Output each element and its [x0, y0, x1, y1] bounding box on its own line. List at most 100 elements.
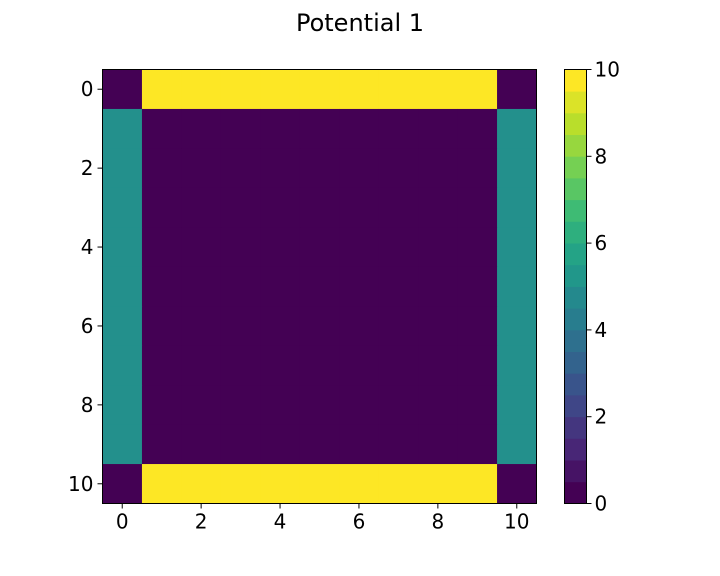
heatmap-cell	[260, 345, 301, 386]
heatmap-cell	[497, 385, 537, 425]
colorbar-level	[564, 156, 587, 179]
heatmap-cell	[102, 227, 143, 268]
heatmap-cell	[497, 266, 537, 307]
heatmap-cell	[181, 227, 222, 268]
heatmap-cell	[378, 345, 419, 386]
heatmap-cell	[418, 227, 458, 268]
colorbar-frame	[564, 69, 587, 504]
x-tick-label: 6	[353, 510, 366, 534]
heatmap-cell	[181, 464, 222, 504]
heatmap-cell	[181, 266, 222, 307]
heatmap-cell	[299, 69, 340, 110]
heatmap-cell	[497, 148, 537, 189]
heatmap-cell	[299, 187, 340, 228]
colorbar-level	[564, 395, 587, 418]
heatmap-cell	[378, 69, 419, 110]
heatmap-cell	[181, 345, 222, 386]
heatmap-cell	[339, 227, 380, 268]
heatmap-cell	[378, 464, 419, 504]
heatmap-cell	[220, 306, 261, 347]
heatmap-cell	[457, 266, 498, 307]
heatmap-cell	[497, 187, 537, 228]
heatmap-cell	[418, 464, 458, 504]
heatmap-cell	[299, 306, 340, 347]
heatmap-cell	[457, 148, 498, 189]
plot-frame	[102, 69, 537, 504]
heatmap-cell	[497, 464, 537, 504]
heatmap-cell	[457, 306, 498, 347]
heatmap-cell	[220, 227, 261, 268]
heatmap-cell	[457, 464, 498, 504]
heatmap-cell	[418, 187, 458, 228]
heatmap-cell	[260, 148, 301, 189]
heatmap-cell	[339, 148, 380, 189]
heatmap-cell	[339, 266, 380, 307]
heatmap-cell	[418, 266, 458, 307]
heatmap-cell	[497, 108, 537, 149]
y-tick-label: 4	[81, 235, 94, 259]
heatmap-cell	[299, 266, 340, 307]
colorbar-level	[564, 112, 587, 135]
heatmap-cell	[220, 69, 261, 110]
heatmap-cell	[339, 464, 380, 504]
colorbar-level	[564, 243, 587, 266]
heatmap-cell	[220, 424, 261, 465]
heatmap-cell	[141, 108, 182, 149]
heatmap-cell	[299, 227, 340, 268]
heatmap-cell	[141, 385, 182, 425]
colorbar-tick-label: 8	[595, 144, 608, 168]
heatmap-cell	[457, 345, 498, 386]
y-tick-label: 10	[68, 472, 93, 496]
heatmap-cell	[418, 306, 458, 347]
heatmap-cell	[102, 306, 143, 347]
colorbar-level	[564, 199, 587, 222]
x-tick-label: 0	[116, 510, 129, 534]
colorbar-level	[564, 286, 587, 309]
heatmap-cell	[181, 148, 222, 189]
heatmap-cell	[260, 385, 301, 425]
heatmap-cell	[299, 108, 340, 149]
heatmap-cell	[260, 69, 301, 110]
colorbar-level	[564, 329, 587, 352]
colorbar-tick-label: 0	[595, 492, 608, 516]
heatmap-cell	[220, 148, 261, 189]
y-axis: 0 2 4 6 8 10	[68, 77, 103, 496]
heatmap-cell	[299, 464, 340, 504]
chart-title: Potential 1	[296, 9, 424, 37]
heatmap-cell	[339, 424, 380, 465]
colorbar-level	[564, 264, 587, 287]
x-tick-label: 10	[504, 510, 529, 534]
heatmap-cell	[141, 464, 182, 504]
heatmap-cell	[102, 424, 143, 465]
y-tick-label: 6	[81, 314, 94, 338]
heatmap-cell	[102, 148, 143, 189]
heatmap-cell	[299, 148, 340, 189]
y-tick-label: 8	[81, 393, 94, 417]
colorbar-level	[564, 91, 587, 114]
heatmap-cell	[457, 108, 498, 149]
colorbar-level	[564, 221, 587, 244]
colorbar-level	[564, 373, 587, 396]
heatmap-cell	[260, 266, 301, 307]
colorbar-level	[564, 69, 587, 92]
heatmap-cell	[181, 187, 222, 228]
colorbar-tick-label: 10	[595, 58, 620, 82]
x-tick-label: 8	[431, 510, 444, 534]
colorbar-level	[564, 308, 587, 331]
heatmap-cell	[102, 345, 143, 386]
heatmap-cell	[299, 345, 340, 386]
heatmap-cell	[102, 266, 143, 307]
heatmap-cell	[141, 345, 182, 386]
heatmap-cell	[141, 69, 182, 110]
heatmap-cell	[102, 385, 143, 425]
heatmap-cell	[339, 306, 380, 347]
heatmap-cell	[497, 306, 537, 347]
heatmap-cell	[141, 227, 182, 268]
heatmap-cell	[497, 424, 537, 465]
heatmap-cell	[457, 69, 498, 110]
heatmap-cell	[220, 345, 261, 386]
heatmap-cell	[181, 108, 222, 149]
heatmap-cell	[102, 69, 143, 110]
heatmap-cell	[339, 108, 380, 149]
heatmap-cell	[457, 424, 498, 465]
